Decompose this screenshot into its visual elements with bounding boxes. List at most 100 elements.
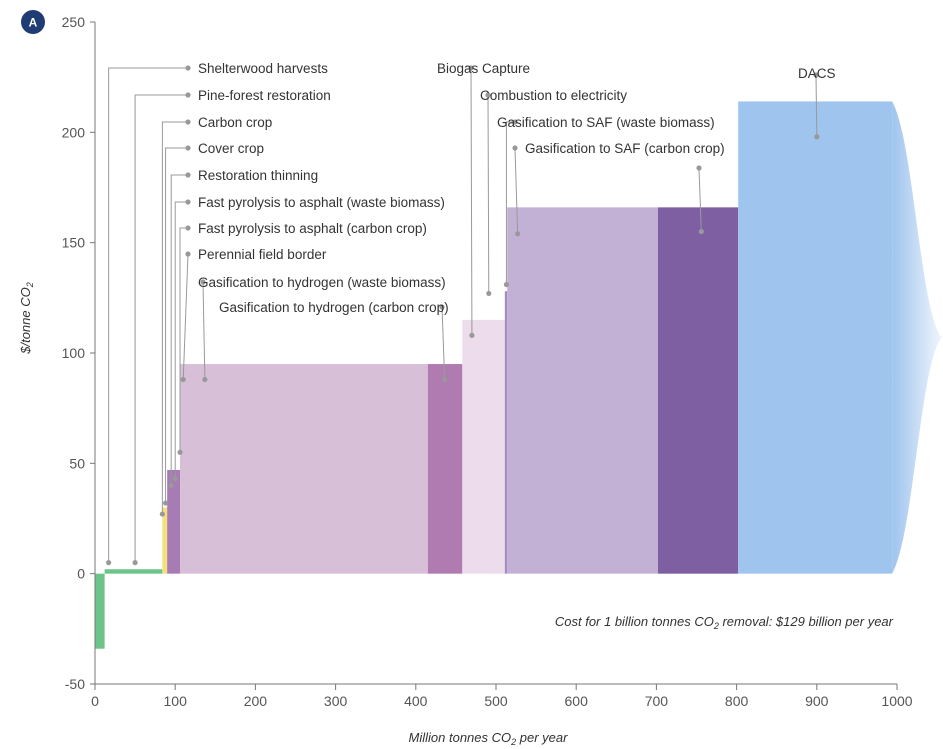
y-tick-label: 100 (62, 345, 86, 361)
annotation-label: Restoration thinning (198, 168, 318, 183)
annotation-9: Gasification to hydrogen (carbon crop) (219, 300, 449, 383)
annotation-7: Perennial field border (180, 247, 327, 383)
annotation-leader (514, 147, 519, 234)
annotation-point (162, 500, 169, 506)
annotation-anchor (185, 65, 191, 71)
annotation-point (503, 281, 510, 288)
annotation-anchor (185, 225, 191, 231)
panel-badge: A (21, 10, 45, 34)
annotation-label: Gasification to SAF (carbon crop) (525, 141, 725, 156)
annotation-anchor (185, 119, 191, 125)
x-tick-label: 0 (91, 693, 99, 709)
annotation-anchor (185, 145, 191, 151)
x-tick-label: 900 (805, 693, 829, 709)
annotation-label: Gasification to SAF (waste biomass) (497, 115, 715, 130)
annotation-label: Cover crop (198, 141, 264, 156)
y-tick-label: -50 (65, 676, 85, 692)
annotation-leader (174, 201, 188, 479)
bar-segment-1 (104, 569, 163, 574)
annotation-leader (487, 94, 490, 294)
annotation-anchor (696, 165, 702, 171)
annotation-point (698, 229, 704, 235)
annotation-4: Restoration thinning (168, 168, 318, 488)
annotation-1: Pine-forest restoration (132, 88, 331, 566)
annotation-label: Biogas Capture (437, 61, 530, 76)
dacs-continuation-arrow (892, 101, 943, 574)
annotation-point (515, 231, 521, 237)
annotation-leader (202, 281, 206, 380)
bar-segment-5 (180, 364, 428, 574)
y-tick-label: 50 (69, 455, 85, 471)
x-tick-label: 500 (484, 693, 508, 709)
annotation-leader (182, 253, 189, 380)
annotation-anchor (512, 145, 518, 151)
annotation-label: Perennial field border (198, 247, 327, 262)
annotation-3: Cover crop (162, 141, 264, 506)
annotation-point (172, 476, 178, 482)
annotation-15: DACS (798, 66, 836, 140)
annotation-point (814, 134, 820, 140)
annotation-point (159, 511, 165, 517)
annotation-leader (505, 121, 515, 285)
y-tick-label: 0 (77, 566, 85, 582)
annotation-anchor (185, 199, 191, 205)
annotation-label: Fast pyrolysis to asphalt (waste biomass… (198, 195, 445, 210)
y-tick-label: 150 (62, 235, 86, 251)
annotation-point (132, 560, 138, 566)
bar-segment-3 (167, 469, 181, 574)
annotation-label: Gasification to hydrogen (carbon crop) (219, 300, 449, 315)
annotation-leader (470, 67, 473, 336)
annotation-anchor (185, 92, 191, 98)
bar-segment-8 (504, 291, 508, 574)
y-tick-label: 250 (62, 14, 86, 30)
x-tick-label: 300 (324, 693, 348, 709)
annotation-leader (179, 227, 188, 453)
annotation-leader (815, 74, 818, 137)
annotation-leader (134, 94, 188, 563)
bar-segment-2 (162, 507, 168, 574)
annotation-point (168, 482, 174, 488)
bar-segment-6 (427, 364, 463, 574)
annotation-point (486, 290, 492, 297)
x-tick-label: 700 (645, 693, 669, 709)
bar-segment-0 (95, 573, 105, 649)
annotation-anchor (200, 279, 206, 285)
annotation-anchor (512, 119, 518, 125)
x-tick-label: 800 (725, 693, 749, 709)
x-axis-title: Million tonnes CO2 per year (409, 730, 569, 747)
x-tick-label: 200 (244, 693, 268, 709)
bars-layer (95, 101, 893, 649)
annotation-label: Gasification to hydrogen (waste biomass) (198, 275, 446, 290)
annotation-point (106, 560, 112, 566)
x-tick-label: 100 (164, 693, 188, 709)
annotation-label: Combustion to electricity (480, 88, 627, 103)
annotation-point (202, 376, 208, 383)
annotation-point (180, 376, 186, 383)
annotation-anchor (185, 251, 191, 257)
annotation-anchor (468, 65, 474, 71)
annotations-layer: Shelterwood harvests Pine-forest restorat… (106, 61, 836, 566)
annotation-5: Fast pyrolysis to asphalt (waste biomass… (172, 195, 445, 482)
annotation-anchor (485, 92, 491, 98)
annotation-point (469, 332, 475, 338)
annotation-label: Shelterwood harvests (198, 61, 328, 76)
annotation-6: Fast pyrolysis to asphalt (carbon crop) (177, 221, 427, 455)
annotation-leader (165, 147, 188, 504)
annotation-label: Carbon crop (198, 115, 272, 130)
annotation-leader (698, 167, 702, 232)
annotation-8: Gasification to hydrogen (waste biomass) (198, 275, 446, 383)
annotation-13: Gasification to SAF (carbon crop) (512, 141, 725, 237)
panel-badge-label: A (29, 16, 38, 30)
bar-segment-9 (507, 207, 659, 574)
annotation-10: Biogas Capture (437, 61, 530, 338)
annotation-leader (161, 121, 188, 515)
annotation-12: Gasification to SAF (waste biomass) (497, 115, 715, 288)
annotation-anchor (439, 304, 445, 310)
annotation-0: Shelterwood harvests (106, 61, 328, 566)
annotation-leader (441, 306, 446, 380)
annotation-label: Fast pyrolysis to asphalt (carbon crop) (198, 221, 427, 236)
bar-segment-7 (462, 319, 505, 574)
annotation-leader (108, 67, 188, 563)
y-axis-title: $/tonne CO2 (18, 282, 35, 355)
